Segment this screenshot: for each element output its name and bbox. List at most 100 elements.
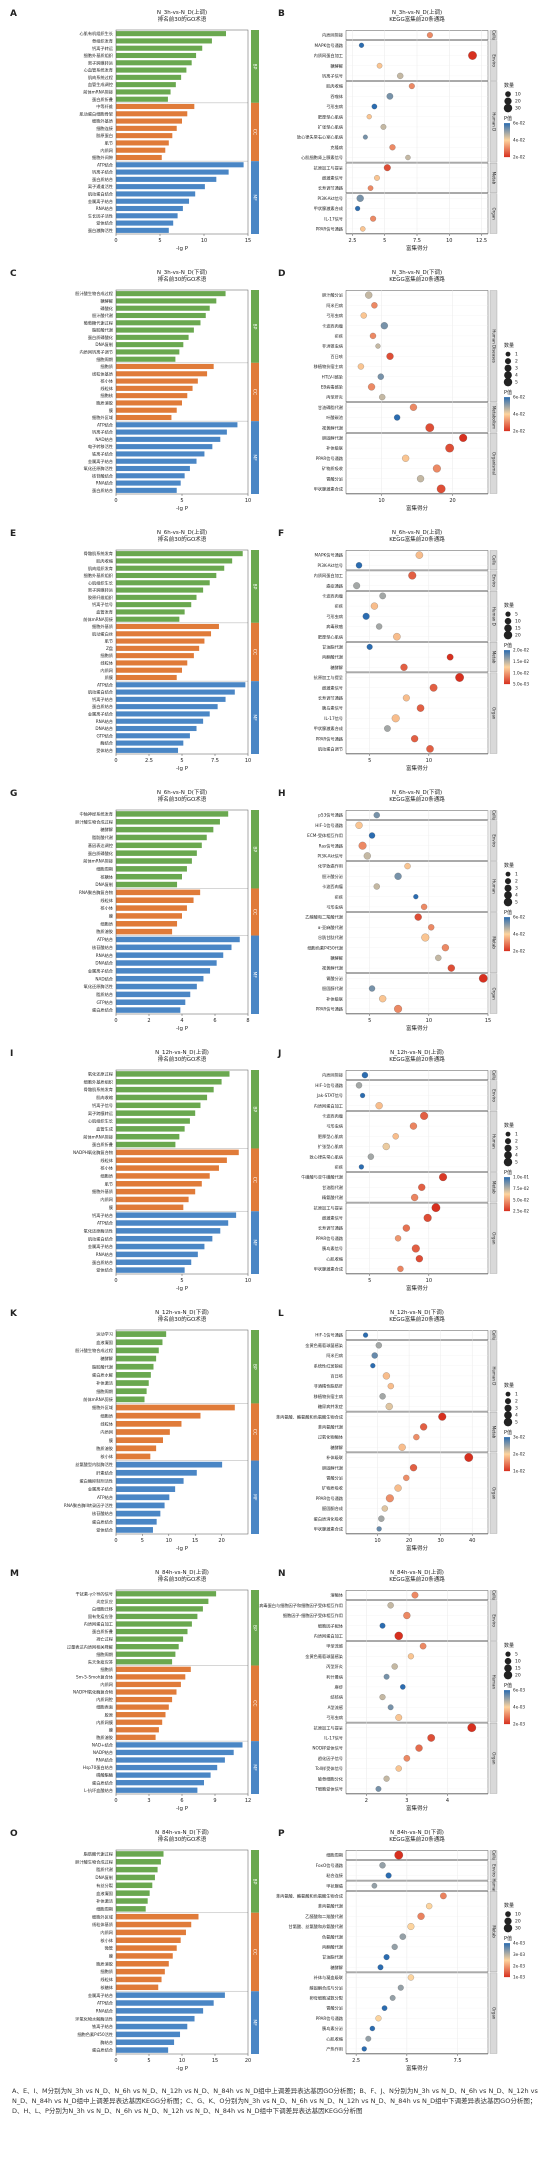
bar [116, 1453, 151, 1460]
panel-letter: F [278, 529, 284, 539]
category-label: 肌肉收缩 [96, 558, 113, 565]
category-label: 肌肉收缩 [326, 83, 343, 90]
category-label: 血管生成调控 [88, 81, 114, 88]
size-legend-dot [505, 351, 511, 357]
group-label: Cellu [492, 1330, 497, 1340]
category-label: A型流感 [328, 1704, 343, 1711]
category-label: 钙离子结合 [92, 696, 114, 703]
category-label: 非酒精性脂肪肝 [314, 1383, 344, 1390]
category-label: 细胞外基质组织 [84, 572, 113, 579]
data-point [365, 2035, 372, 2042]
category-label: 细胞周期 [96, 1651, 113, 1658]
bar [116, 638, 205, 644]
category-label: 线粒体基质 [92, 370, 113, 377]
p-legend-title: P值 [504, 1935, 512, 1942]
category-label: 内质网蛋白加工 [314, 52, 343, 59]
size-legend-label: 1 [515, 352, 518, 358]
bar [116, 594, 197, 600]
bar [116, 140, 169, 146]
size-legend-label: 10 [515, 1912, 521, 1918]
category-label: 核苷酸结合 [92, 472, 114, 479]
category-label: 内质网钙离子调节 [79, 349, 113, 356]
category-label: 内质网蛋白加工 [84, 1621, 113, 1628]
bar [116, 52, 197, 59]
category-label: 疟疾 [335, 603, 344, 610]
category-label: 甘油脂代谢 [322, 1954, 343, 1961]
category-label: 糖酵解 [100, 298, 113, 305]
bar [116, 1259, 192, 1265]
bar [116, 2015, 195, 2022]
bar [116, 356, 176, 362]
data-point [438, 1412, 447, 1421]
x-tick-label: 20 [406, 1538, 412, 1544]
x-axis-label: -lg P [176, 1806, 189, 1812]
category-label: 细胞周期 [96, 1388, 113, 1395]
category-label: 弓形虫病 [326, 312, 343, 319]
bar [116, 1591, 217, 1597]
category-label: 氧化还原过程 [88, 1071, 114, 1078]
chart-title: N_12h-vs-N_D(下调) [155, 1308, 209, 1316]
bar [116, 1953, 173, 1959]
data-point [355, 562, 363, 569]
category-label: 糖酵解 [100, 1355, 113, 1362]
data-point [355, 205, 361, 212]
category-label: 受体结合 [96, 747, 114, 754]
category-label: 内质网 [100, 147, 113, 154]
category-label: RNA结合 [96, 718, 114, 725]
data-point [447, 964, 455, 972]
category-label: 弓形虫病 [326, 1714, 343, 1721]
group-label: BP [252, 846, 258, 852]
bar [116, 1133, 180, 1140]
data-point [435, 954, 442, 962]
category-label: 补体级联 [326, 1454, 344, 1461]
size-legend-title: 数量 [504, 1642, 514, 1649]
category-label: GTP结合 [96, 999, 113, 1006]
group-strip [251, 1330, 259, 1404]
x-tick-label: 5 [180, 758, 183, 764]
category-label: 金黄色葡萄球菌感染 [305, 1653, 344, 1660]
category-label: IL-17信号 [324, 1735, 343, 1742]
bar [116, 1937, 181, 1943]
x-tick-label: 10 [166, 1538, 172, 1544]
category-label: EB病毒感染 [321, 384, 344, 391]
p-legend-title: P值 [504, 1682, 512, 1689]
p-colorbar [504, 1177, 510, 1212]
category-label: 甲状腺激素合成 [314, 486, 343, 493]
data-point [423, 1213, 432, 1222]
group-label: Human Diseases [492, 329, 497, 363]
bar [116, 551, 243, 557]
group-label: Human D [492, 607, 497, 626]
category-label: HIF-1信号通路 [315, 822, 344, 829]
p-legend-label: 3e-02 [513, 1435, 525, 1440]
size-legend-label: 5 [515, 612, 518, 618]
data-point [376, 623, 383, 630]
category-label: 蛋白质折叠 [92, 96, 113, 103]
category-label: 甘氨酸、丝氨酸和苏氨酸代谢 [289, 1923, 343, 1930]
category-label: α-亚麻酸代谢 [318, 924, 343, 931]
size-legend-dot [504, 97, 512, 105]
group-strip [489, 40, 498, 81]
bar [116, 905, 187, 911]
group-strip [489, 1850, 498, 1860]
category-label: 氧化还原酶活性 [84, 983, 113, 990]
bar [116, 889, 201, 896]
category-label: 肌动蛋白结合 [88, 689, 114, 696]
size-legend-dot [505, 611, 511, 617]
chart-subtitle: 排名前30的GO术语 [158, 1835, 207, 1843]
category-label: 蛋白质消化吸收 [314, 1515, 344, 1522]
group-label: Cellu [492, 810, 497, 820]
size-legend-title: 数量 [504, 862, 514, 869]
bar [116, 1689, 177, 1695]
data-point [426, 745, 434, 753]
panel-A: A N_3h-vs-N_D(上调)排名前30的GO术语 BP CC MF 心肌有机组织生长… [10, 8, 259, 252]
data-point [367, 383, 376, 391]
x-tick-label: 10 [201, 238, 207, 244]
chart-title: N_84h-vs-N_D(下调) [155, 1828, 209, 1836]
panel-letter: C [10, 269, 17, 279]
category-label: 受体结合 [96, 1267, 114, 1274]
bar [116, 1251, 198, 1258]
category-label: 雌激素信号 [322, 1215, 343, 1222]
category-label: 蛋白质结合 [92, 1007, 114, 1014]
category-label: 血液凝固 [96, 1890, 113, 1897]
category-label: 炎症反应 [96, 1598, 113, 1605]
